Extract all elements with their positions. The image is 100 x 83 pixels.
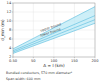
line — [13, 7, 95, 49]
tick-label: 6 — [9, 37, 12, 41]
grid-line — [13, 39, 95, 40]
note: Bundled conductors, 570 mm diameter² — [6, 71, 73, 75]
annotation: lower bound — [40, 27, 61, 37]
axes: 0.50501001502002468101214 — [7, 1, 100, 63]
band — [13, 7, 95, 54]
plot-frame — [13, 3, 95, 57]
tick-label: 4 — [9, 46, 12, 50]
tick — [12, 39, 13, 40]
tick-label: 150 — [71, 59, 79, 63]
tick — [12, 3, 13, 4]
tick — [12, 21, 13, 22]
tick — [12, 12, 13, 13]
tick-label: 12 — [7, 10, 12, 14]
line — [13, 20, 95, 52]
plot-area — [13, 7, 95, 54]
y-axis-label: d_min (m) — [0, 19, 5, 41]
tick — [12, 48, 13, 49]
tick-label: 200 — [92, 59, 100, 63]
tick — [12, 30, 13, 31]
tick-label: 14 — [7, 1, 12, 5]
tick — [12, 57, 13, 58]
line — [13, 16, 95, 51]
x-axis-label: A = l (km) — [43, 63, 65, 68]
tick-label: 2 — [9, 55, 11, 59]
tick-label: 8 — [9, 28, 12, 32]
note: Span width: 600 mm — [6, 77, 40, 81]
tick-label: 10 — [7, 19, 12, 23]
tick-label: 50 — [31, 59, 36, 63]
chart: 0.50501001502002468101214A = l (km)d_min… — [0, 0, 100, 83]
grid — [13, 3, 95, 57]
grid-line — [13, 12, 95, 13]
tick-label: 0.50 — [9, 59, 18, 63]
